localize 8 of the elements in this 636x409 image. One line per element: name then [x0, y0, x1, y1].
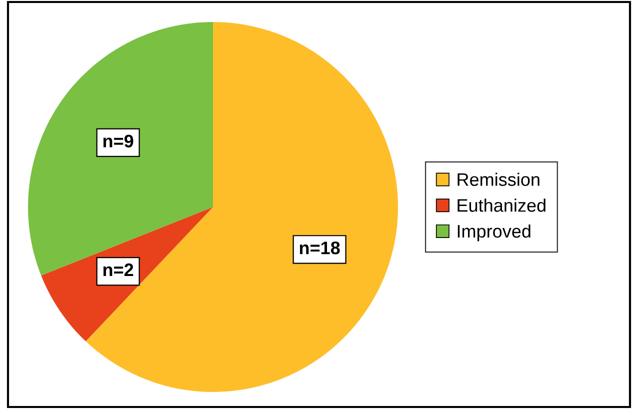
legend-label: Euthanized [458, 198, 546, 212]
pie-slice [28, 22, 213, 276]
data-label: n=9 [103, 134, 134, 148]
data-label: n=2 [103, 263, 134, 276]
pie-slice [86, 22, 398, 392]
data-label: n=18 [300, 242, 340, 254]
legend-label: Improved [458, 224, 530, 242]
legend-label: Remission [458, 172, 540, 186]
